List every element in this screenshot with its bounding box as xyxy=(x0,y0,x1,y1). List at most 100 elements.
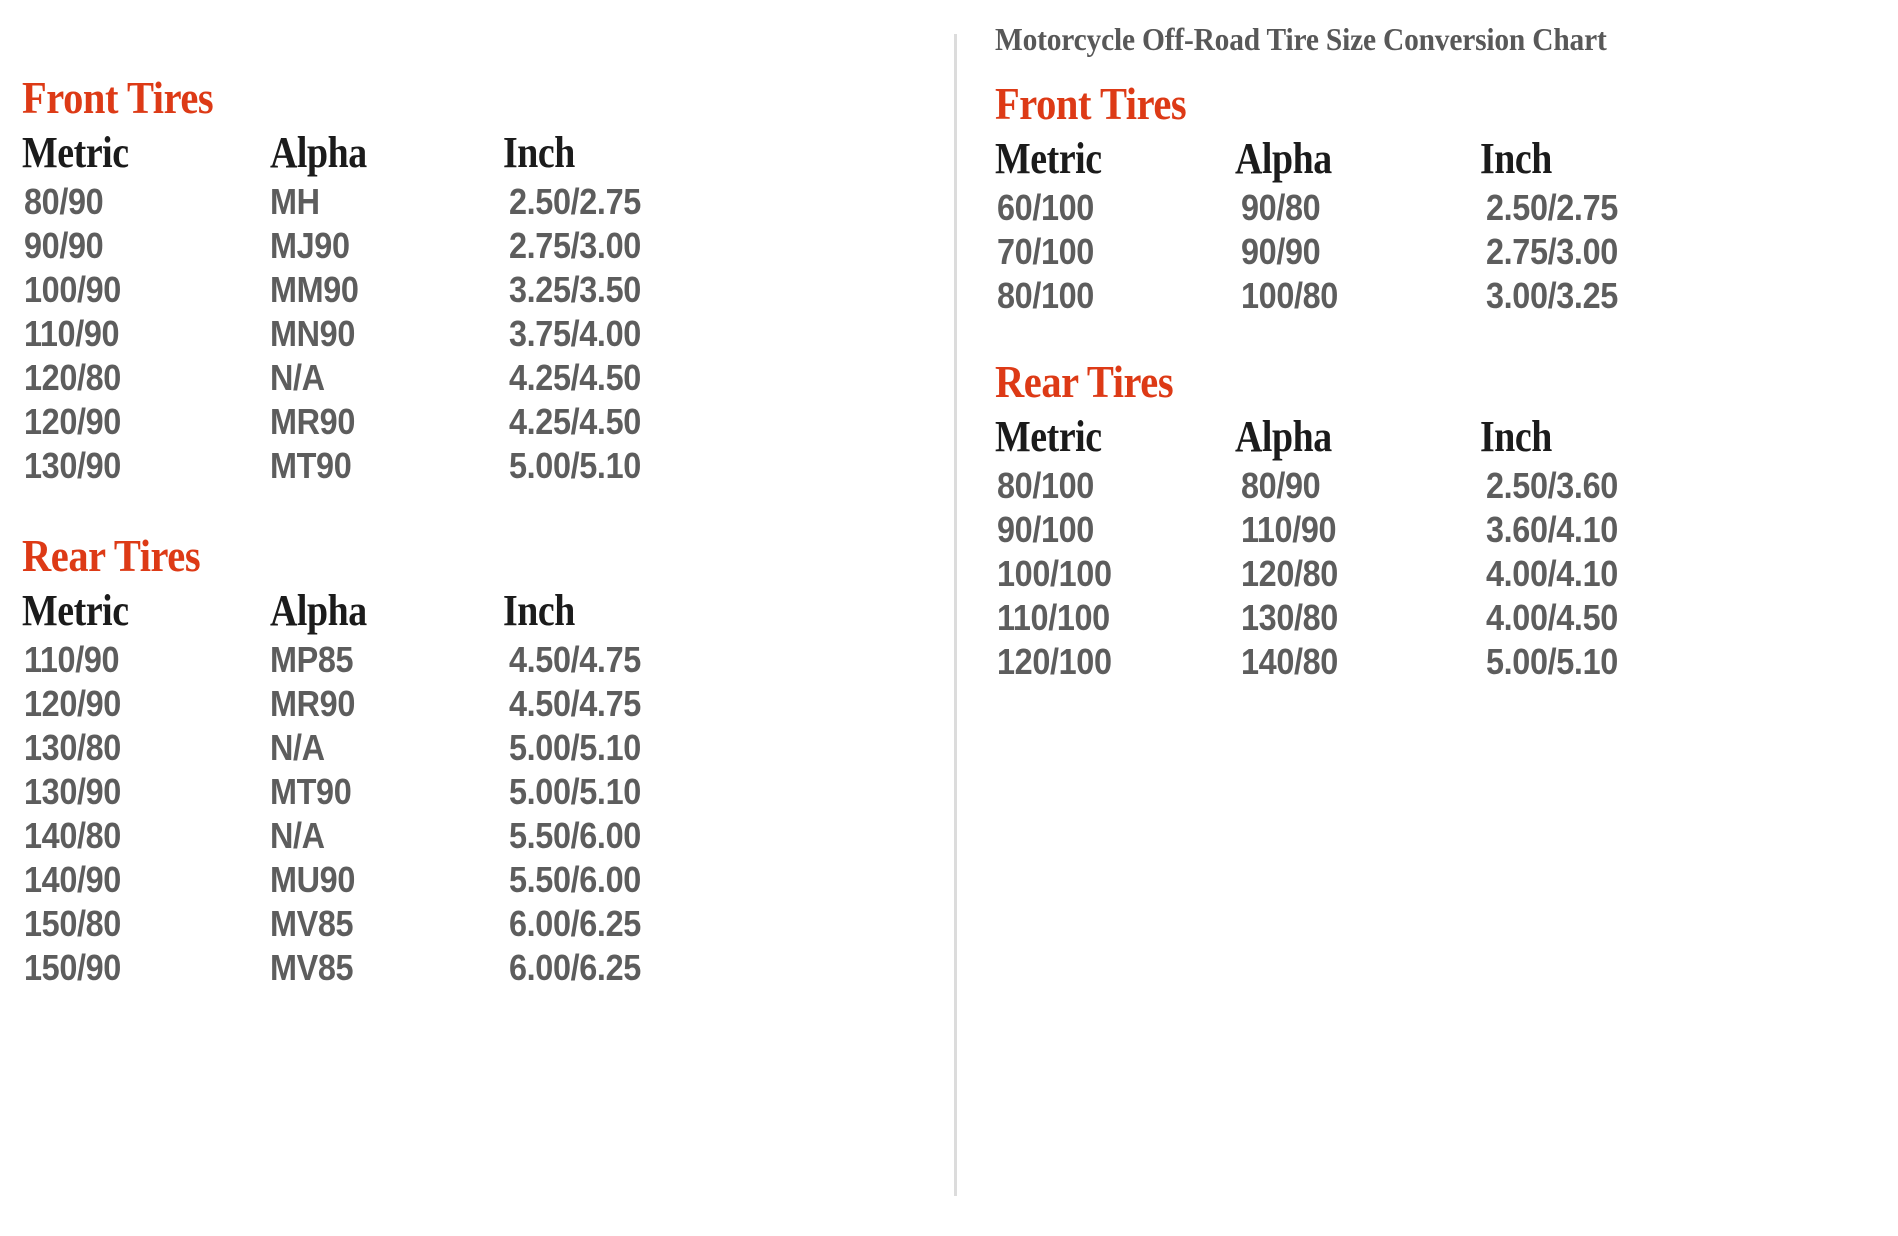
table-row: 100/100 120/80 4.00/4.10 xyxy=(995,552,1716,596)
cell-value: 110/90 xyxy=(1241,509,1337,550)
column-header-inch: Inch xyxy=(500,126,750,180)
table-row: 90/100 110/90 3.60/4.10 xyxy=(995,508,1716,552)
table-header: Metric Alpha Inch xyxy=(22,126,750,180)
cell-metric: 110/90 xyxy=(22,312,265,356)
cell-value: 5.50/6.00 xyxy=(509,815,641,856)
cell-inch: 2.50/2.75 xyxy=(500,180,750,224)
cell-alpha: MR90 xyxy=(265,400,500,444)
table-row: 140/80 N/A 5.50/6.00 xyxy=(22,814,750,858)
table-header: Metric Alpha Inch xyxy=(22,584,750,638)
cell-value: 100/80 xyxy=(1241,275,1338,316)
table-row: 150/90 MV85 6.00/6.25 xyxy=(22,946,750,990)
column-header-inch: Inch xyxy=(1476,132,1716,186)
cell-metric: 90/100 xyxy=(995,508,1233,552)
cell-value: 130/80 xyxy=(24,727,121,768)
column-header-metric: Metric xyxy=(995,410,1233,464)
cell-value: 3.75/4.00 xyxy=(509,313,641,354)
cell-alpha: MM90 xyxy=(265,268,500,312)
cell-value: 80/90 xyxy=(24,181,104,222)
table-row: 80/90 MH 2.50/2.75 xyxy=(22,180,750,224)
cell-value: 4.00/4.50 xyxy=(1486,597,1618,638)
cell-value: 140/80 xyxy=(1241,641,1338,682)
column-header-metric: Metric xyxy=(22,584,265,638)
cell-metric: 120/90 xyxy=(22,400,265,444)
column-header-metric: Metric xyxy=(22,126,265,180)
cell-alpha: 110/90 xyxy=(1233,508,1476,552)
right-rear-tires-block: Rear Tires Metric Alpha Inch 80/100 80/90 2.… xyxy=(995,358,1898,684)
column-header-label: Inch xyxy=(1480,412,1552,461)
cell-alpha: 90/90 xyxy=(1233,230,1476,274)
cell-alpha: 90/80 xyxy=(1233,186,1476,230)
cell-alpha: MT90 xyxy=(265,770,500,814)
cell-metric: 130/90 xyxy=(22,444,265,488)
table-body: 60/100 90/80 2.50/2.75 70/100 90/90 2.75/3.00… xyxy=(995,186,1716,318)
cell-value: 110/90 xyxy=(24,313,120,354)
table-row: 130/80 N/A 5.00/5.10 xyxy=(22,726,750,770)
right-column: Motorcycle Off-Road Tire Size Conversion… xyxy=(955,0,1898,1236)
right-front-tires-table: Metric Alpha Inch 60/100 90/80 2.50/2.75 70/1… xyxy=(995,132,1716,318)
table-row: 70/100 90/90 2.75/3.00 xyxy=(995,230,1716,274)
cell-inch: 4.50/4.75 xyxy=(500,638,750,682)
cell-metric: 60/100 xyxy=(995,186,1233,230)
cell-metric: 110/100 xyxy=(995,596,1233,640)
column-divider xyxy=(954,34,957,1196)
cell-value: 5.50/6.00 xyxy=(509,859,641,900)
cell-metric: 140/90 xyxy=(22,858,265,902)
cell-value: 90/100 xyxy=(997,509,1094,550)
cell-value: 4.00/4.10 xyxy=(1486,553,1618,594)
column-header-label: Alpha xyxy=(270,586,367,635)
column-header-inch: Inch xyxy=(1476,410,1716,464)
cell-alpha: 140/80 xyxy=(1233,640,1476,684)
table-header-row: Metric Alpha Inch xyxy=(995,132,1716,186)
cell-metric: 80/100 xyxy=(995,464,1233,508)
cell-inch: 5.00/5.10 xyxy=(500,726,750,770)
cell-metric: 100/90 xyxy=(22,268,265,312)
cell-inch: 4.00/4.50 xyxy=(1476,596,1716,640)
cell-alpha: N/A xyxy=(265,356,500,400)
cell-value: N/A xyxy=(270,727,325,768)
left-rear-tires-block: Rear Tires Metric Alpha Inch 110/90 MP85 4.5… xyxy=(22,532,955,990)
cell-inch: 3.75/4.00 xyxy=(500,312,750,356)
cell-inch: 4.25/4.50 xyxy=(500,400,750,444)
cell-inch: 5.00/5.10 xyxy=(500,444,750,488)
cell-inch: 3.00/3.25 xyxy=(1476,274,1716,318)
cell-value: 130/80 xyxy=(1241,597,1338,638)
cell-inch: 4.25/4.50 xyxy=(500,356,750,400)
column-header-label: Alpha xyxy=(1235,134,1332,183)
cell-value: 4.50/4.75 xyxy=(509,683,641,724)
cell-value: 5.00/5.10 xyxy=(509,727,641,768)
cell-inch: 5.50/6.00 xyxy=(500,858,750,902)
table-body: 80/100 80/90 2.50/3.60 90/100 110/90 3.60/4.1… xyxy=(995,464,1716,684)
cell-value: 6.00/6.25 xyxy=(509,947,641,988)
table-row: 130/90 MT90 5.00/5.10 xyxy=(22,444,750,488)
left-front-tires-heading: Front Tires xyxy=(22,72,214,123)
cell-value: 5.00/5.10 xyxy=(509,771,641,812)
cell-inch: 5.00/5.10 xyxy=(500,770,750,814)
cell-value: 150/80 xyxy=(24,903,121,944)
cell-inch: 2.50/2.75 xyxy=(1476,186,1716,230)
cell-value: MT90 xyxy=(270,771,352,812)
cell-inch: 2.75/3.00 xyxy=(500,224,750,268)
cell-inch: 5.00/5.10 xyxy=(1476,640,1716,684)
cell-alpha: MU90 xyxy=(265,858,500,902)
cell-value: 120/100 xyxy=(997,641,1112,682)
table-row: 60/100 90/80 2.50/2.75 xyxy=(995,186,1716,230)
table-row: 110/90 MP85 4.50/4.75 xyxy=(22,638,750,682)
cell-value: MT90 xyxy=(270,445,352,486)
cell-inch: 6.00/6.25 xyxy=(500,946,750,990)
cell-value: 150/90 xyxy=(24,947,121,988)
cell-inch: 5.50/6.00 xyxy=(500,814,750,858)
table-row: 130/90 MT90 5.00/5.10 xyxy=(22,770,750,814)
table-row: 100/90 MM90 3.25/3.50 xyxy=(22,268,750,312)
cell-value: 2.50/3.60 xyxy=(1486,465,1618,506)
table-row: 120/80 N/A 4.25/4.50 xyxy=(22,356,750,400)
cell-value: 80/100 xyxy=(997,465,1094,506)
cell-value: 110/90 xyxy=(24,639,120,680)
cell-value: 2.50/2.75 xyxy=(509,181,641,222)
cell-value: 60/100 xyxy=(997,187,1094,228)
cell-value: 130/90 xyxy=(24,445,121,486)
cell-alpha: N/A xyxy=(265,726,500,770)
cell-value: 90/90 xyxy=(1241,231,1321,272)
cell-value: 6.00/6.25 xyxy=(509,903,641,944)
cell-value: 70/100 xyxy=(997,231,1094,272)
